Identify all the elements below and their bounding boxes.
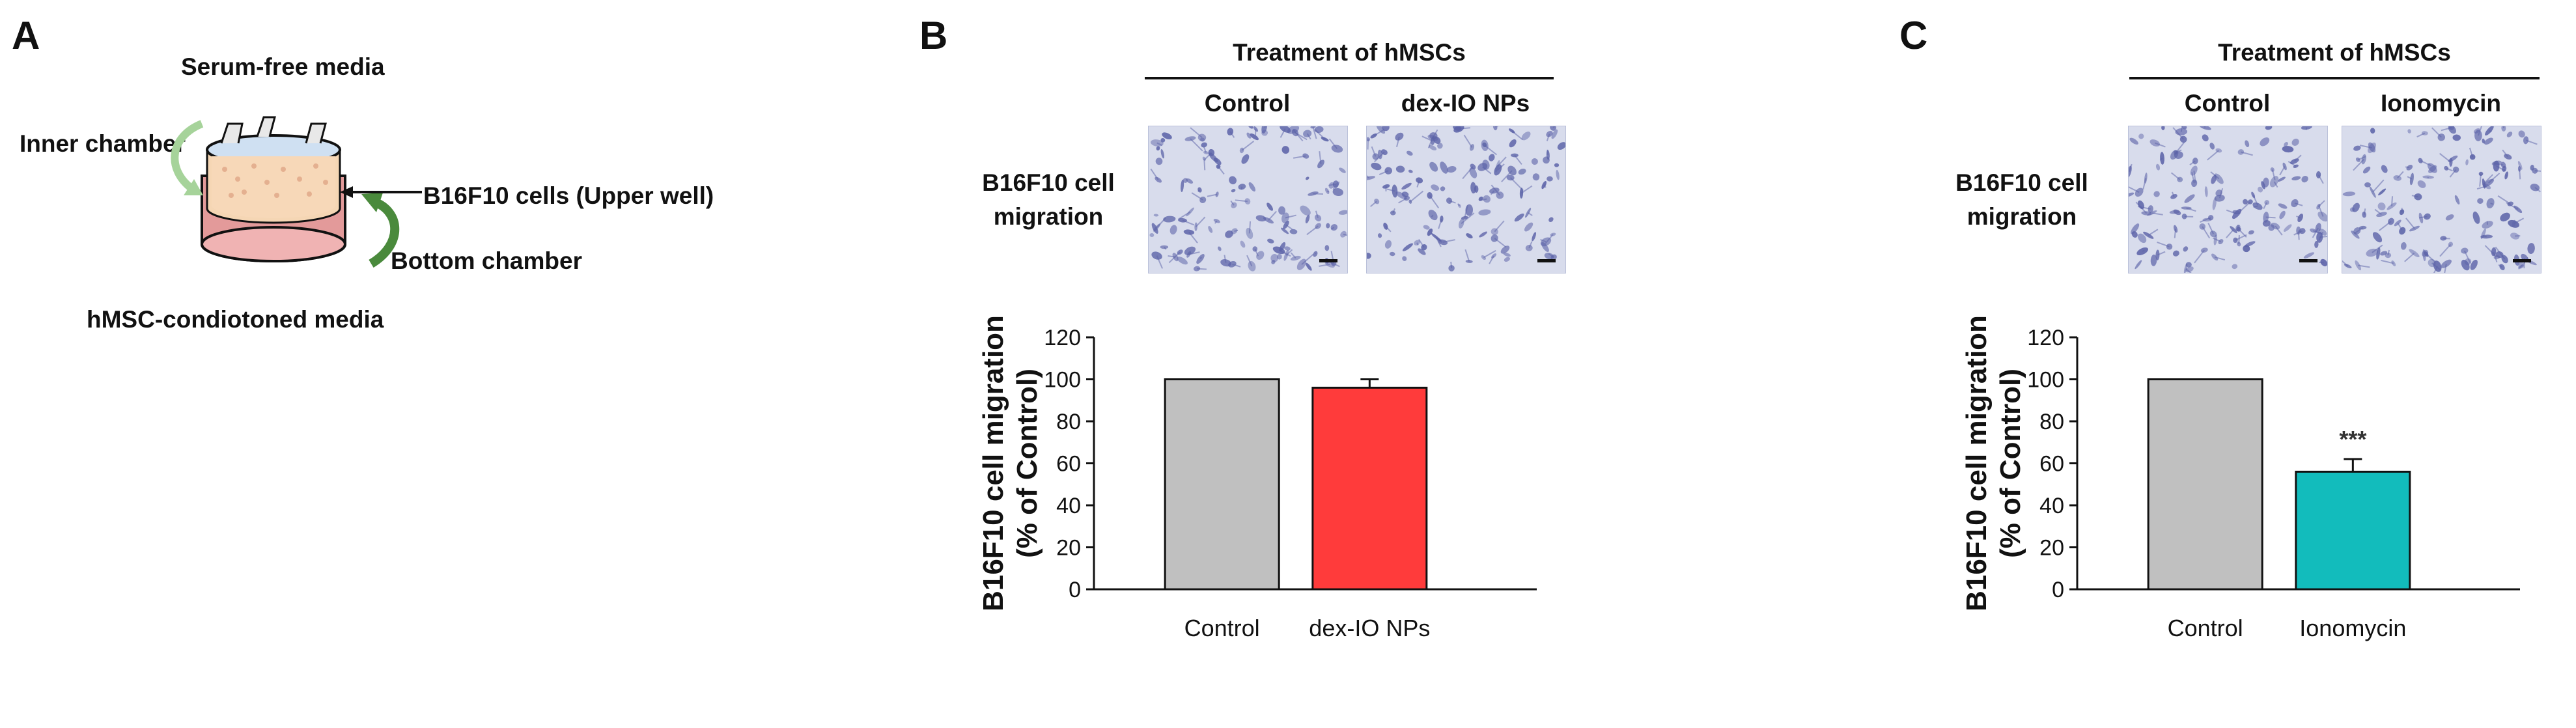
column-label-control-c: Control [2184, 90, 2271, 117]
y-tick-label: 20 [2039, 536, 2064, 561]
scale-bar [1319, 259, 1337, 262]
bar-chart-b: 0 20 40 60 80 100 120 Control dex-IO NPs B16F10 c… [977, 315, 1537, 641]
scale-bar [2299, 259, 2317, 262]
y-tick-label: 0 [2052, 578, 2064, 602]
panel-label-c: C [1899, 14, 1928, 57]
column-label-dex-b: dex-IO NPs [1401, 90, 1530, 117]
inner-chamber-arrow [171, 120, 204, 192]
micrograph-dex-b [1366, 126, 1566, 273]
y-tick-label: 0 [1069, 578, 1081, 602]
y-tick-label: 120 [2027, 326, 2064, 350]
bottom-chamber-arrow [369, 197, 400, 268]
y-tick-label: 60 [2039, 452, 2064, 477]
bar-ionomycin [2295, 470, 2411, 591]
row-label-c-line2: migration [1967, 203, 2077, 230]
y-tick-label: 100 [2027, 368, 2064, 393]
y-axis-label-line1: B16F10 cell migration [1961, 315, 1993, 611]
y-tick-label: 80 [2039, 410, 2064, 434]
x-tick-label: Ionomycin [2299, 615, 2406, 641]
x-tick-label: Control [1184, 615, 1260, 641]
row-label-c-line1: B16F10 cell [1955, 169, 2088, 196]
bar-dex-io-nps [1311, 386, 1428, 591]
transwell-diagram [171, 116, 422, 268]
column-label-control-b: Control [1204, 90, 1291, 117]
micrograph-control-b [1148, 126, 1348, 273]
panel-label-b: B [919, 14, 948, 57]
x-tick-label: dex-IO NPs [1309, 615, 1430, 641]
treatment-header-line-c [2129, 77, 2540, 79]
conditioned-media-label: hMSC-condiotoned media [87, 306, 384, 333]
treatment-header-c: Treatment of hMSCs [2218, 39, 2451, 66]
y-axis-label-line2: (% of Control) [1995, 369, 2026, 558]
y-tick-label: 120 [1044, 326, 1081, 350]
panel-label-a: A [12, 14, 40, 57]
inner-chamber-label: Inner chamber [20, 130, 186, 157]
y-tick-label: 80 [1056, 410, 1081, 434]
x-tick-label: Control [2168, 615, 2243, 641]
bottom-chamber-label: Bottom chamber [391, 247, 582, 274]
row-label-c: B16F10 cell migration [1953, 166, 2090, 234]
bar-control [1164, 378, 1280, 591]
bottom-chamber-base [201, 226, 346, 262]
y-tick-label: 100 [1044, 368, 1081, 393]
row-label-b-line2: migration [993, 203, 1104, 230]
b16f10-cells-dots [222, 163, 328, 198]
bar-chart-c: 0 20 40 60 80 100 120 Control *** Ionomycin B16F10… [1961, 315, 2520, 641]
y-axis-label-line1: B16F10 cell migration [977, 315, 1009, 611]
significance-marker: *** [2339, 426, 2366, 453]
micrograph-ionomycin-c [2342, 126, 2541, 273]
y-tick-label: 20 [1056, 536, 1081, 561]
treatment-header-b: Treatment of hMSCs [1233, 39, 1466, 66]
y-tick-label: 40 [2039, 494, 2064, 518]
y-tick-label: 40 [1056, 494, 1081, 518]
serum-free-media-label: Serum-free media [181, 53, 385, 80]
row-label-b-line1: B16F10 cell [982, 169, 1115, 196]
y-axis-label-line2: (% of Control) [1011, 369, 1043, 558]
y-tick-label: 60 [1056, 452, 1081, 477]
scale-bar [2513, 259, 2531, 262]
scale-bar [1537, 259, 1556, 262]
treatment-header-line-b [1145, 77, 1554, 79]
micrograph-control-c [2128, 126, 2328, 273]
row-label-b: B16F10 cell migration [980, 166, 1117, 234]
b16f10-upper-well-label: B16F10 cells (Upper well) [423, 182, 714, 209]
bar-control [2147, 378, 2263, 591]
column-label-ionomycin-c: Ionomycin [2380, 90, 2502, 117]
